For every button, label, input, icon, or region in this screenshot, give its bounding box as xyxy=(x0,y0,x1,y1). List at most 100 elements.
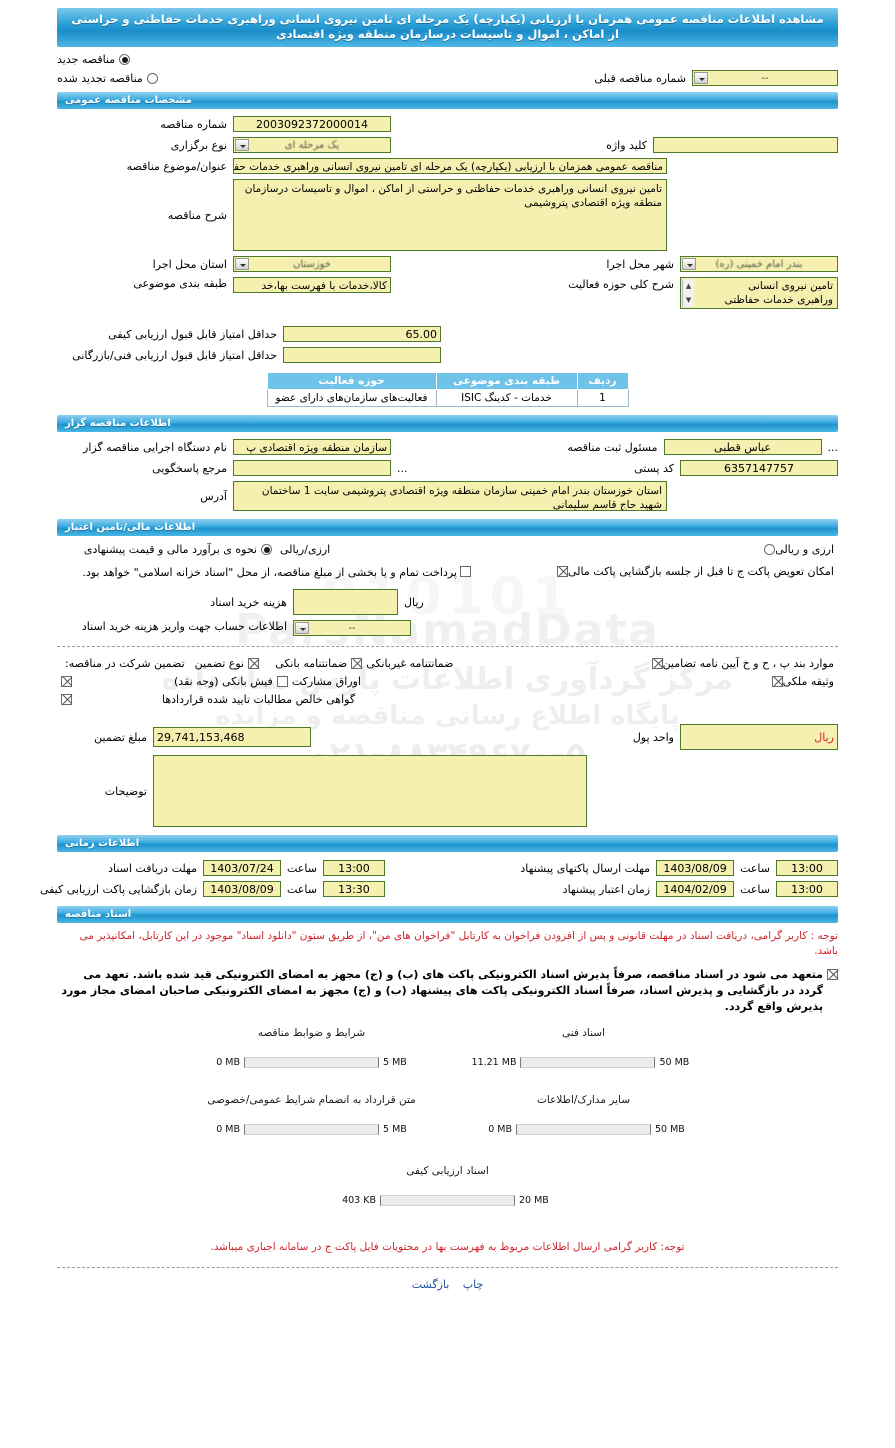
tender-number-input[interactable]: 2003092372000014 xyxy=(233,116,391,132)
upload-meter-other-used: 0 MB xyxy=(488,1124,512,1135)
registrar-more-icon[interactable]: ... xyxy=(827,440,839,454)
postal-code-input[interactable]: 6357147757 xyxy=(680,460,838,476)
pledge-text-2: تعهد می گردد در بازگشایی و پذیرش اسناد، … xyxy=(61,968,823,1013)
holding-type-select[interactable]: یک مرحله ای xyxy=(233,137,391,153)
deposit-account-select[interactable]: -- xyxy=(293,620,411,636)
execution-province-select[interactable]: خوزستان xyxy=(233,256,391,272)
address-textarea[interactable]: استان خوزستان بندر امام خمینی سازمان منط… xyxy=(233,481,667,511)
upload-meter-conditions-title: شرایط و ضوابط مناقصه xyxy=(257,1027,366,1039)
min-qualitative-score-input[interactable]: 65.00 xyxy=(283,326,441,342)
listbox-scrollbar[interactable]: ▲ ▼ xyxy=(682,279,694,307)
agency-input[interactable]: سازمان منطقه ویژه اقتصادی پ xyxy=(233,439,391,455)
radio-new-tender-label: مناقصه جدید xyxy=(57,53,116,66)
guarantee-option-0-label: ضمانتنامه بانکی xyxy=(275,657,348,670)
keyword-input[interactable] xyxy=(653,137,838,153)
registrar-input[interactable]: عباس قطبی xyxy=(663,439,822,455)
timing-item-3-hour-label: ساعت xyxy=(740,882,770,896)
upload-meters-row-3: اسناد ارزیابی کیفی 403 KB 20 MB xyxy=(0,1165,895,1206)
postal-code-label: کد پستی xyxy=(634,461,674,475)
cell-activity-scope: فعالیت‌های سازمان‌های دارای عضو xyxy=(266,389,437,407)
upload-meter-qualitative-max: 20 MB xyxy=(519,1195,549,1206)
timing-item-3-time[interactable]: 13:00 xyxy=(776,881,838,897)
doc-cost-input[interactable] xyxy=(293,589,398,615)
radio-renewed-tender[interactable] xyxy=(146,72,158,84)
divider-guarantee xyxy=(57,646,838,647)
responder-more-icon[interactable]: ... xyxy=(397,461,408,475)
activity-scope-listbox[interactable]: ▲ ▼ تامین نیروی انسانی وراهبری خدمات حفا… xyxy=(680,277,838,309)
radio-rial-label: ارزی/ریالی xyxy=(280,543,331,556)
holding-type-value: یک مرحله ای xyxy=(284,139,340,151)
cell-classification: خدمات - کدینگ ISIC xyxy=(435,389,578,407)
upload-meter-qualitative-bar xyxy=(380,1195,515,1206)
section-header-general-label: مشخصات مناقصه عمومی xyxy=(65,95,192,106)
estimate-method-label: نحوه ی برآورد مالی و قیمت پیشنهادی xyxy=(83,543,257,556)
guarantee-type-label: نوع تضمین xyxy=(194,657,245,670)
chevron-down-icon xyxy=(235,258,249,270)
col-activity-scope: حوزه فعالیت xyxy=(266,372,437,390)
guarantee-option-5-checkbox[interactable] xyxy=(771,676,783,687)
guarantee-option-3-checkbox[interactable] xyxy=(61,676,72,687)
activity-scope-item-0[interactable]: تامین نیروی انسانی xyxy=(748,280,833,292)
scroll-up-icon[interactable]: ▲ xyxy=(685,282,692,290)
timing-item-3-date[interactable]: 1404/02/09 xyxy=(656,881,735,897)
timing-item-2-time[interactable]: 13:30 xyxy=(322,881,385,897)
activity-scope-item-1[interactable]: وراهبری خدمات حفاظتی xyxy=(724,294,833,306)
envelope-swap-checkbox[interactable] xyxy=(557,566,569,577)
section-header-organizer: اطلاعات مناقصه گزار xyxy=(57,415,838,432)
tender-detail-page: 010101 ParsNamadData مرکز گردآوری اطلاعا… xyxy=(0,0,895,1305)
timing-item-1-date[interactable]: 1403/08/09 xyxy=(656,860,735,876)
execution-city-select[interactable]: بندر امام خمینی (ره) xyxy=(680,256,838,272)
back-link[interactable]: بازگشت xyxy=(411,1278,450,1291)
section-header-timing-label: اطلاعات زمانی xyxy=(65,838,140,849)
radio-rial[interactable] xyxy=(261,544,272,555)
guarantee-option-2-checkbox[interactable] xyxy=(651,658,663,669)
tender-subject-input[interactable]: مناقصه عمومی همزمان با ارزیابی (یکپارچه)… xyxy=(233,158,667,174)
documents-notice-bottom: توجه: کاربر گرامی ارسال اطلاعات مربوط به… xyxy=(210,1241,685,1253)
upload-meter-qualitative-title: اسناد ارزیابی کیفی xyxy=(406,1165,489,1177)
radio-new-tender[interactable] xyxy=(119,54,131,65)
divider-footer xyxy=(57,1267,838,1268)
tender-description-label: شرح مناقصه xyxy=(167,209,227,222)
currency-unit-input[interactable]: ریال xyxy=(680,724,838,750)
section-header-general: مشخصات مناقصه عمومی xyxy=(57,92,838,109)
min-technical-score-label: حداقل امتیاز قابل قبول ارزیابی فنی/بازرگ… xyxy=(72,348,277,362)
min-qualitative-score-label: حداقل امتیاز قابل قبول ارزیابی کیفی xyxy=(108,327,277,341)
deposit-account-value: -- xyxy=(348,622,356,634)
responder-input[interactable] xyxy=(233,460,391,476)
guarantee-option-1-checkbox[interactable] xyxy=(351,658,363,669)
timing-item-0-time[interactable]: 13:00 xyxy=(322,860,385,876)
upload-meter-qualitative: اسناد ارزیابی کیفی 403 KB 20 MB xyxy=(312,1165,584,1206)
tender-description-textarea[interactable]: تامین نیروی انسانی وراهبری خدمات حفاظتی … xyxy=(233,179,667,251)
radio-renewed-tender-label: مناقصه تجدید شده xyxy=(57,71,143,85)
table-header-row: ردیف طبقه بندی موضوعی حوزه فعالیت xyxy=(266,372,629,390)
guarantee-option-4-checkbox[interactable] xyxy=(276,676,288,687)
upload-meter-conditions-used: 0 MB xyxy=(216,1057,240,1068)
section-header-documents: اسناد مناقصه xyxy=(57,906,838,923)
guarantee-option-0-checkbox[interactable] xyxy=(248,658,260,669)
table-row: 1 خدمات - کدینگ ISIC فعالیت‌های سازمان‌ه… xyxy=(266,389,629,407)
guarantee-option-1-label: ضمانتنامه غیربانکی xyxy=(366,657,454,670)
scroll-down-icon[interactable]: ▼ xyxy=(685,296,692,304)
timing-item-0-date[interactable]: 1403/07/24 xyxy=(203,860,281,876)
execution-province-label: استان محل اجرا xyxy=(152,257,227,271)
guarantee-participation-label: تضمین شرکت در مناقصه: xyxy=(65,657,185,670)
print-link[interactable]: چاپ xyxy=(462,1278,484,1291)
timing-item-2-date[interactable]: 1403/08/09 xyxy=(203,881,281,897)
activity-scope-label: شرح کلی حوزه فعالیت xyxy=(568,278,674,291)
timing-item-1-time[interactable]: 13:00 xyxy=(776,860,838,876)
upload-meter-other: سایر مدارک/اطلاعات 0 MB 50 MB xyxy=(448,1094,720,1135)
guarantee-notes-textarea[interactable] xyxy=(153,755,587,827)
classification-input[interactable]: کالا،خدمات با فهرست بها،خد xyxy=(233,277,391,293)
guarantee-amount-input[interactable]: 29,741,153,468 xyxy=(153,727,311,747)
timing-item-0-hour-label: ساعت xyxy=(287,861,317,875)
pledge-checkbox[interactable] xyxy=(827,969,838,980)
tender-number-label: شماره مناقصه xyxy=(160,117,227,131)
radio-forex-rial[interactable] xyxy=(764,544,776,555)
guarantee-amount-label: مبلغ تضمین xyxy=(94,730,147,744)
treasury-bond-checkbox[interactable] xyxy=(460,566,471,577)
registrar-label: مسئول ثبت مناقصه xyxy=(567,440,658,454)
guarantee-option-4-label: اوراق مشارکت xyxy=(291,675,361,688)
previous-tender-number-select[interactable]: -- xyxy=(692,70,838,86)
guarantee-option-6-checkbox[interactable] xyxy=(61,694,72,705)
min-technical-score-input[interactable] xyxy=(283,347,441,363)
